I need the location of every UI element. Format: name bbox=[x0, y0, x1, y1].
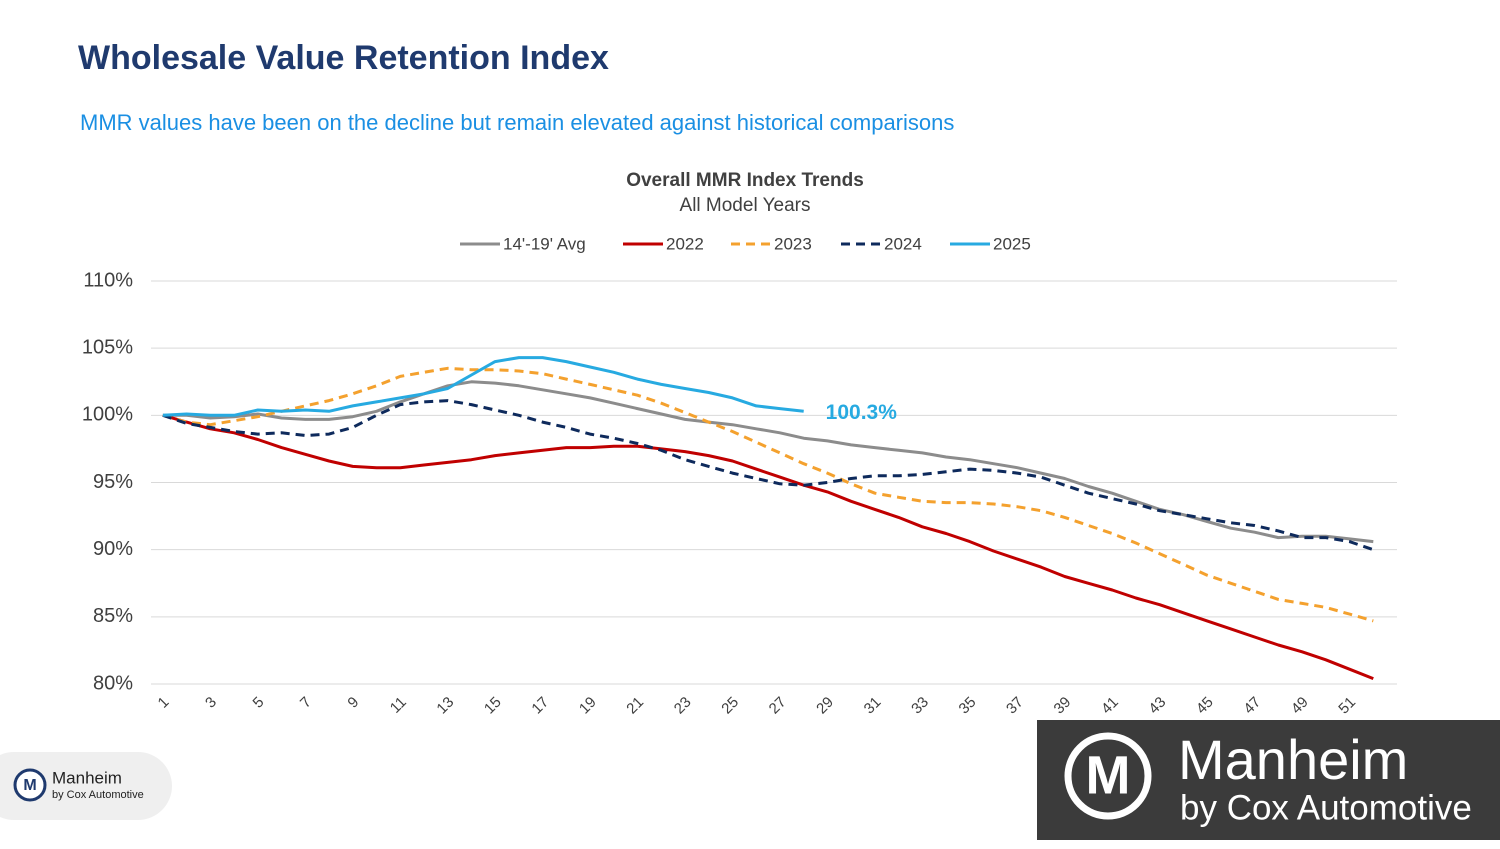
x-tick-label: 11 bbox=[387, 694, 410, 717]
x-tick-label: 25 bbox=[718, 694, 742, 718]
watermark-icon-letter: M bbox=[1086, 745, 1131, 805]
x-tick-label: 23 bbox=[671, 694, 695, 718]
watermark-logo: M Manheim by Cox Automotive bbox=[1037, 720, 1500, 840]
x-tick-label: 15 bbox=[481, 694, 505, 718]
watermark-icon bbox=[1064, 732, 1152, 820]
x-tick-label: 35 bbox=[956, 694, 980, 718]
y-tick-label: 80% bbox=[93, 672, 133, 694]
watermark-box bbox=[1037, 720, 1500, 840]
logo-name: Manheim bbox=[52, 768, 122, 787]
x-tick-label: 5 bbox=[250, 694, 268, 712]
slide-subtitle: MMR values have been on the decline but … bbox=[80, 110, 954, 135]
x-tick-label: 31 bbox=[861, 694, 885, 718]
x-tick-label: 33 bbox=[908, 694, 932, 718]
x-tick-label: 3 bbox=[202, 694, 220, 712]
plot: 80%85%90%95%100%105%110%1 3 5 7 9 11 13 15 17 19 2… bbox=[82, 234, 1397, 717]
x-tick-label: 37 bbox=[1003, 694, 1027, 718]
x-tick-label: 29 bbox=[813, 694, 837, 718]
x-tick-label: 45 bbox=[1193, 694, 1217, 718]
legend-label: 2022 bbox=[666, 234, 704, 253]
x-tick-label: 21 bbox=[623, 694, 647, 718]
watermark-tagline: by Cox Automotive bbox=[1180, 788, 1472, 827]
x-tick-label: 51 bbox=[1335, 694, 1359, 718]
x-tick-label: 13 bbox=[433, 694, 457, 718]
y-tick-label: 85% bbox=[93, 605, 133, 627]
series-line bbox=[162, 413, 1374, 680]
watermark-name: Manheim bbox=[1178, 728, 1408, 791]
x-tick-label: 27 bbox=[766, 694, 790, 718]
logo-icon-letter: M bbox=[23, 777, 36, 794]
x-tick-label: 19 bbox=[576, 694, 600, 718]
series-line bbox=[162, 356, 804, 417]
x-tick-label: 41 bbox=[1098, 694, 1122, 718]
data-label: 100.3% bbox=[826, 401, 898, 424]
chart-title: Overall MMR Index Trends bbox=[626, 170, 864, 191]
legend-label: 2023 bbox=[774, 234, 812, 253]
x-tick-label: 47 bbox=[1240, 694, 1264, 718]
x-tick-label: 9 bbox=[344, 694, 362, 712]
y-tick-label: 105% bbox=[82, 336, 133, 358]
y-tick-label: 110% bbox=[83, 269, 133, 291]
legend-label: 14'-19' Avg bbox=[503, 234, 586, 253]
legend-label: 2025 bbox=[993, 234, 1031, 253]
legend-label: 2024 bbox=[884, 234, 922, 253]
x-tick-label: 39 bbox=[1051, 694, 1075, 718]
x-tick-label: 7 bbox=[297, 694, 315, 712]
series-line bbox=[162, 399, 1374, 552]
slide-title: Wholesale Value Retention Index bbox=[78, 39, 609, 77]
footer-logo: M Manheim by Cox Automotive bbox=[0, 752, 172, 820]
y-tick-label: 90% bbox=[93, 538, 133, 560]
series-line bbox=[162, 380, 1374, 544]
x-tick-label: 1 bbox=[155, 694, 173, 712]
x-tick-label: 43 bbox=[1145, 694, 1169, 718]
logo-icon bbox=[13, 768, 47, 802]
y-tick-label: 95% bbox=[93, 471, 133, 493]
logo-tagline: by Cox Automotive bbox=[52, 789, 144, 801]
y-tick-label: 100% bbox=[82, 404, 133, 426]
x-tick-label: 49 bbox=[1288, 694, 1312, 718]
footer-badge bbox=[0, 752, 172, 820]
x-tick-label: 17 bbox=[528, 694, 552, 718]
chart-subtitle: All Model Years bbox=[680, 195, 811, 216]
